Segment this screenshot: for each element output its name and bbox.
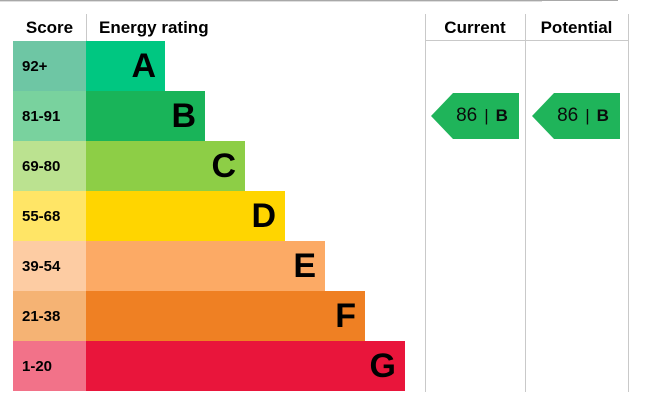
- divider-score-rating: [86, 14, 87, 41]
- divider-rating-current: [425, 14, 426, 392]
- divider-current-potential: [525, 14, 526, 392]
- potential-column-header: Potential: [540, 18, 613, 37]
- band-row-f: 21-38 F: [13, 291, 405, 341]
- current-badge-separator: |: [484, 106, 489, 125]
- energy-rating-column-header: Energy rating: [99, 18, 209, 37]
- score-range-cell: 92+: [13, 41, 86, 91]
- potential-rating-badge: 86 | B: [532, 93, 620, 139]
- potential-badge-separator: |: [585, 106, 590, 125]
- band-row-e: 39-54 E: [13, 241, 405, 291]
- current-rating-value: 86: [456, 105, 478, 126]
- rating-bar-g: G: [86, 341, 405, 391]
- score-range-cell: 21-38: [13, 291, 86, 341]
- score-range-cell: 1-20: [13, 341, 86, 391]
- rating-bands: 92+ A 81-91 B 69-80 C 55-68 D 39-54 E 21-38 F 1-20 G: [13, 41, 405, 391]
- rating-bar-e: E: [86, 241, 325, 291]
- band-row-a: 92+ A: [13, 41, 405, 91]
- band-row-c: 69-80 C: [13, 141, 405, 191]
- current-rating-band: B: [495, 106, 508, 125]
- rating-bar-a: A: [86, 41, 165, 91]
- table-top-border: [0, 0, 618, 1]
- potential-rating-band: B: [596, 106, 609, 125]
- rating-bar-c: C: [86, 141, 245, 191]
- current-rating-badge: 86 | B: [431, 93, 519, 139]
- score-range-cell: 81-91: [13, 91, 86, 141]
- score-range-cell: 39-54: [13, 241, 86, 291]
- rating-bar-b: B: [86, 91, 205, 141]
- band-row-d: 55-68 D: [13, 191, 405, 241]
- table-bottom-border: [0, 1, 542, 2]
- rating-bar-f: F: [86, 291, 365, 341]
- score-column-header: Score: [25, 18, 74, 37]
- current-column-header: Current: [444, 18, 506, 37]
- table-right-border: [628, 14, 629, 392]
- band-row-b: 81-91 B: [13, 91, 405, 141]
- band-row-g: 1-20 G: [13, 341, 405, 391]
- rating-bar-d: D: [86, 191, 285, 241]
- score-range-cell: 69-80: [13, 141, 86, 191]
- potential-rating-value: 86: [557, 105, 579, 126]
- header-underline: [425, 40, 628, 41]
- score-range-cell: 55-68: [13, 191, 86, 241]
